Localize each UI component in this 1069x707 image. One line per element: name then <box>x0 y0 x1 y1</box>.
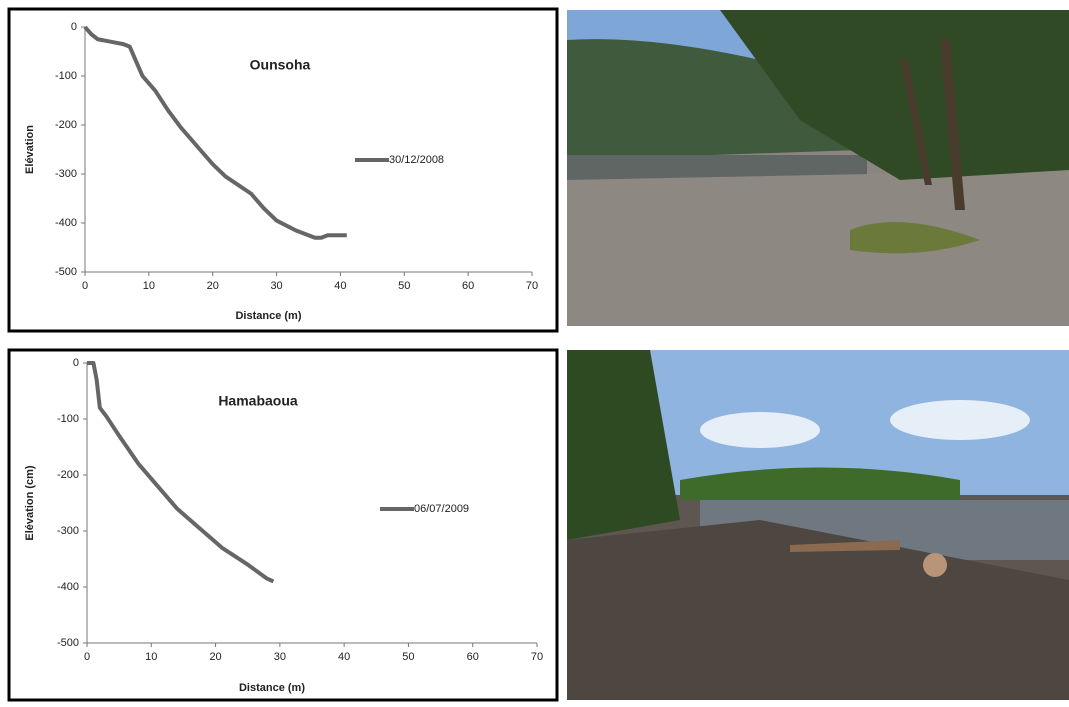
y-tick-label: 0 <box>73 357 79 369</box>
x-tick-label: 20 <box>207 280 219 292</box>
y-tick-label: -100 <box>55 70 77 82</box>
y-tick-label: -500 <box>57 637 79 649</box>
x-tick-label: 40 <box>334 280 346 292</box>
x-tick-label: 20 <box>209 651 221 663</box>
line-series <box>87 361 275 584</box>
x-tick-label: 0 <box>84 651 90 663</box>
x-tick-label: 10 <box>143 280 155 292</box>
x-tick-label: 50 <box>402 651 414 663</box>
legend-label: 06/07/2009 <box>414 503 469 515</box>
y-tick-label: -200 <box>57 469 79 481</box>
legend-label: 30/12/2008 <box>389 154 444 166</box>
x-tick-label: 70 <box>526 280 538 292</box>
x-tick-label: 40 <box>338 651 350 663</box>
x-tick-label: 70 <box>531 651 543 663</box>
x-tick-label: 60 <box>467 651 479 663</box>
x-tick-label: 10 <box>145 651 157 663</box>
photo-ounsoha <box>567 10 1069 326</box>
y-tick-label: 0 <box>71 21 77 33</box>
y-tick-label: -400 <box>55 217 77 229</box>
chart-title: Ounsoha <box>250 57 311 73</box>
y-tick-label: -100 <box>57 413 79 425</box>
photo-hamabaoua <box>567 350 1069 700</box>
x-tick-label: 30 <box>274 651 286 663</box>
x-axis-label: Distance (m) <box>235 310 301 322</box>
y-tick-label: -500 <box>55 266 77 278</box>
x-tick-label: 50 <box>398 280 410 292</box>
chart-frame <box>7 7 559 333</box>
x-tick-label: 0 <box>82 280 88 292</box>
x-tick-label: 30 <box>270 280 282 292</box>
y-axis-label: Elévation <box>24 125 36 174</box>
y-tick-label: -200 <box>55 119 77 131</box>
x-axis-label: Distance (m) <box>239 682 305 694</box>
x-tick-label: 60 <box>462 280 474 292</box>
line-series <box>83 25 347 240</box>
chart-title: Hamabaoua <box>218 393 298 409</box>
y-tick-label: -400 <box>57 581 79 593</box>
y-tick-label: -300 <box>55 168 77 180</box>
y-axis-label: Elévation (cm) <box>24 465 36 541</box>
y-tick-label: -300 <box>57 525 79 537</box>
